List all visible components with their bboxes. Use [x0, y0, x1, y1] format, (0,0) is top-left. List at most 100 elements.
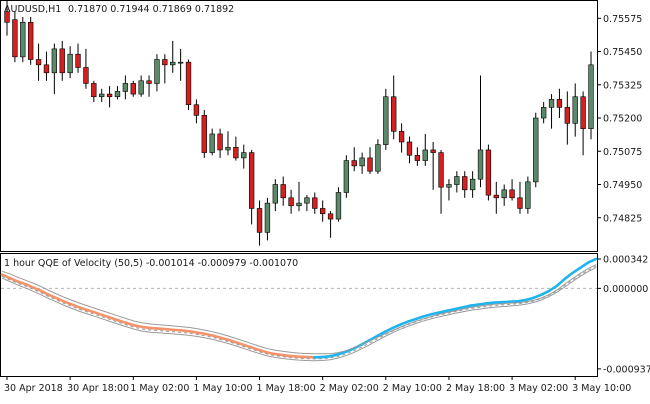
candle-bull — [344, 161, 349, 193]
candle-bear — [131, 83, 136, 94]
time-tick-label: 2 May 10:00 — [383, 383, 442, 394]
qqe-segment-up — [573, 268, 581, 273]
candle-bear — [257, 208, 262, 232]
qqe-segment-up — [580, 263, 588, 268]
candle-bull — [178, 62, 183, 63]
candle-bear — [565, 107, 570, 123]
time-tick-label: 1 May 10:00 — [193, 383, 252, 394]
candle-bear — [107, 94, 112, 97]
candle-bear — [218, 134, 223, 150]
candle-bear — [415, 155, 420, 160]
candle-bear — [312, 198, 317, 209]
candle-bear — [186, 62, 191, 105]
candle-bull — [360, 158, 365, 166]
candle-bull — [525, 182, 530, 209]
price-tick-label: 0.75325 — [603, 80, 642, 91]
candle-bull — [502, 190, 507, 198]
price-tick-label: 0.75450 — [603, 47, 642, 58]
candle-bull — [533, 118, 538, 182]
candle-bull — [478, 150, 483, 179]
candle-bear — [439, 153, 444, 188]
indicator-tick-label: -0.000937 — [603, 364, 650, 375]
time-tick-label: 2 May 02:00 — [320, 383, 379, 394]
candle-bear — [60, 49, 65, 73]
candle-bull — [447, 185, 452, 188]
candle-bear — [399, 131, 404, 142]
price-tick-label: 0.75075 — [603, 147, 642, 158]
candle-bear — [76, 54, 81, 67]
candle-bull — [336, 192, 341, 219]
time-tick-label: 1 May 18:00 — [257, 383, 316, 394]
time-tick-label: 2 May 18:00 — [446, 383, 505, 394]
candle-bull — [68, 54, 73, 73]
symbol-label: AUDUSD,H1 — [4, 4, 61, 15]
time-tick-label: 1 May 02:00 — [130, 383, 189, 394]
candle-bear — [233, 147, 238, 158]
candle-bull — [241, 153, 246, 158]
qqe-segment-up — [588, 259, 596, 263]
candle-bear — [494, 195, 499, 198]
candle-bear — [91, 83, 96, 96]
candle-bear — [249, 153, 254, 209]
indicator-title: 1 hour QQE of Velocity (50,5) -0.001014 … — [4, 258, 298, 269]
candle-bull — [541, 107, 546, 118]
candle-bear — [557, 99, 562, 107]
candle-bull — [454, 177, 459, 185]
price-tick-label: 0.75575 — [603, 14, 642, 25]
candle-bear — [84, 67, 89, 83]
candle-bull — [170, 62, 175, 65]
candle-bull — [573, 97, 578, 124]
candle-bear — [328, 214, 333, 219]
candle-bull — [423, 150, 428, 161]
candle-bull — [115, 91, 120, 96]
candle-bear — [162, 60, 167, 65]
candle-bull — [305, 198, 310, 203]
candle-bull — [123, 83, 128, 91]
candle-bull — [470, 179, 475, 190]
candle-bull — [273, 185, 278, 204]
candle-bear — [407, 142, 412, 155]
candle-bear — [44, 65, 49, 73]
candle-bull — [589, 65, 594, 129]
candle-bull — [155, 60, 160, 84]
time-tick-label: 30 Apr 2018 — [4, 383, 63, 394]
time-tick-label: 30 Apr 18:00 — [67, 383, 129, 394]
candle-bull — [210, 134, 215, 153]
indicator-tick-label: 0.000342 — [603, 254, 648, 265]
candle-bear — [431, 150, 436, 153]
candle-bear — [391, 97, 396, 132]
price-axis: 0.75575 0.75450 0.75325 0.75200 0.75075 0.749… — [597, 14, 642, 224]
qqe-segment-up — [565, 273, 573, 279]
candle-bear — [28, 22, 33, 59]
candle-bear — [147, 81, 152, 84]
candle-bear — [202, 115, 207, 152]
candle-bear — [462, 177, 467, 190]
price-tick-label: 0.74950 — [603, 180, 642, 191]
candle-bear — [368, 158, 373, 171]
qqe-band — [2, 265, 596, 354]
qqe-band — [2, 268, 596, 361]
candle-bull — [265, 203, 270, 232]
candle-bull — [52, 49, 57, 73]
candle-bull — [226, 147, 231, 150]
candle-bull — [99, 94, 104, 97]
candlestick-series — [5, 1, 594, 246]
indicator-axis: 0.000342 0.000000 -0.000937 — [597, 254, 650, 375]
price-panel — [1, 1, 598, 252]
candle-bear — [352, 161, 357, 166]
candle-bear — [194, 105, 199, 116]
ohlc-values: 0.71870 0.71944 0.71869 0.71892 — [68, 4, 234, 15]
candle-bear — [281, 185, 286, 198]
indicator-tick-label: 0.000000 — [603, 284, 648, 295]
candle-bear — [510, 190, 515, 198]
price-tick-label: 0.75200 — [603, 114, 642, 125]
candle-bull — [139, 81, 144, 94]
candle-bear — [320, 208, 325, 213]
qqe-series — [2, 259, 596, 361]
candle-bear — [289, 198, 294, 206]
qqe-segment-up — [541, 291, 549, 295]
candle-bull — [376, 145, 381, 172]
candle-bull — [20, 22, 25, 57]
